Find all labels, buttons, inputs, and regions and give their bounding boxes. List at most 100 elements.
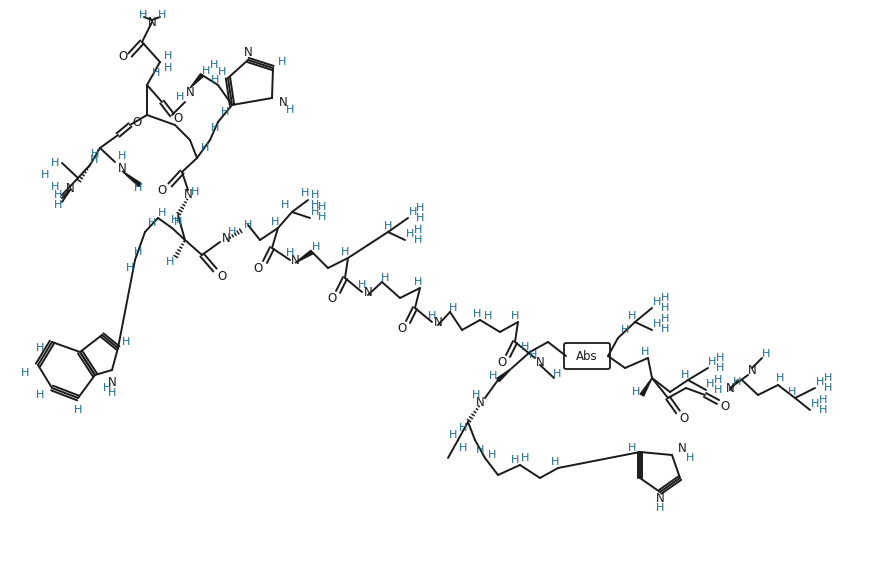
Text: O: O (720, 400, 729, 414)
Text: H: H (90, 149, 99, 159)
Text: H: H (358, 280, 366, 290)
Text: H: H (103, 383, 111, 393)
Text: H: H (521, 453, 530, 463)
Text: H: H (427, 311, 436, 321)
Text: N: N (117, 162, 126, 175)
Text: H: H (414, 235, 422, 245)
Text: H: H (553, 369, 561, 379)
Text: H: H (139, 10, 147, 20)
Text: H: H (280, 200, 289, 210)
Text: H: H (708, 357, 716, 367)
Text: H: H (714, 385, 722, 395)
Text: H: H (511, 455, 519, 465)
Text: H: H (823, 373, 832, 383)
Text: O: O (327, 291, 337, 305)
Text: H: H (776, 373, 784, 383)
Text: N: N (244, 46, 253, 59)
Text: H: H (685, 453, 694, 463)
Text: H: H (151, 68, 160, 78)
Text: O: O (397, 322, 407, 335)
Text: H: H (621, 325, 629, 335)
Text: O: O (679, 411, 689, 424)
Text: H: H (210, 60, 219, 70)
Text: H: H (318, 202, 326, 212)
Text: H: H (733, 377, 741, 387)
Text: H: H (656, 503, 664, 513)
Text: H: H (174, 217, 182, 227)
Text: H: H (521, 342, 530, 352)
Text: N: N (536, 356, 545, 369)
Text: H: H (383, 221, 392, 231)
Text: H: H (164, 63, 172, 73)
Text: H: H (244, 220, 252, 230)
Text: H: H (311, 200, 319, 210)
Text: O: O (497, 356, 506, 369)
Text: H: H (706, 379, 714, 389)
Text: H: H (449, 430, 457, 440)
Text: O: O (133, 115, 142, 128)
Text: H: H (473, 309, 481, 319)
Text: H: H (54, 200, 62, 210)
Text: H: H (716, 363, 724, 373)
Text: H: H (36, 390, 44, 400)
Text: H: H (788, 387, 797, 397)
Text: H: H (176, 92, 185, 102)
Text: H: H (340, 247, 349, 257)
Text: H: H (641, 347, 650, 357)
Text: H: H (202, 66, 211, 76)
Text: H: H (511, 311, 519, 321)
FancyBboxPatch shape (564, 343, 610, 369)
Text: H: H (301, 188, 309, 198)
Text: H: H (191, 187, 199, 197)
Text: H: H (278, 57, 286, 67)
Text: H: H (134, 183, 142, 193)
Text: H: H (286, 105, 294, 115)
Text: H: H (108, 388, 116, 398)
Text: N: N (184, 189, 193, 202)
Text: H: H (218, 67, 226, 77)
Polygon shape (190, 74, 203, 88)
Text: H: H (823, 383, 832, 393)
Text: H: H (36, 343, 44, 353)
Text: H: H (158, 10, 166, 20)
Text: H: H (819, 395, 827, 405)
Text: H: H (90, 155, 99, 165)
Text: H: H (632, 387, 640, 397)
Text: H: H (228, 227, 237, 237)
Polygon shape (496, 368, 512, 381)
Text: H: H (318, 212, 326, 222)
Text: H: H (489, 371, 497, 381)
Text: H: H (51, 182, 59, 192)
Text: H: H (117, 151, 126, 161)
Text: H: H (171, 215, 179, 225)
Text: H: H (529, 350, 538, 360)
Text: H: H (416, 213, 424, 223)
Text: H: H (271, 217, 280, 227)
Text: H: H (286, 248, 294, 258)
Text: H: H (312, 242, 320, 252)
Text: N: N (677, 441, 686, 455)
Text: H: H (21, 368, 30, 378)
Text: H: H (211, 123, 220, 133)
Text: N: N (185, 86, 194, 98)
Text: H: H (716, 353, 724, 363)
Text: N: N (221, 231, 230, 244)
Text: H: H (125, 263, 134, 273)
Text: H: H (166, 257, 174, 267)
Text: H: H (414, 225, 422, 235)
Text: H: H (311, 190, 319, 200)
Text: H: H (201, 143, 209, 153)
Text: H: H (414, 277, 422, 287)
Text: H: H (459, 423, 467, 433)
Text: H: H (661, 324, 669, 334)
Text: H: H (628, 443, 636, 453)
Text: N: N (726, 381, 735, 394)
Text: Abs: Abs (576, 349, 598, 363)
Text: H: H (661, 314, 669, 324)
Text: H: H (164, 51, 172, 61)
Text: H: H (122, 337, 130, 347)
Text: H: H (134, 247, 142, 257)
Polygon shape (295, 250, 313, 263)
Text: H: H (416, 203, 424, 213)
Text: H: H (54, 190, 62, 200)
